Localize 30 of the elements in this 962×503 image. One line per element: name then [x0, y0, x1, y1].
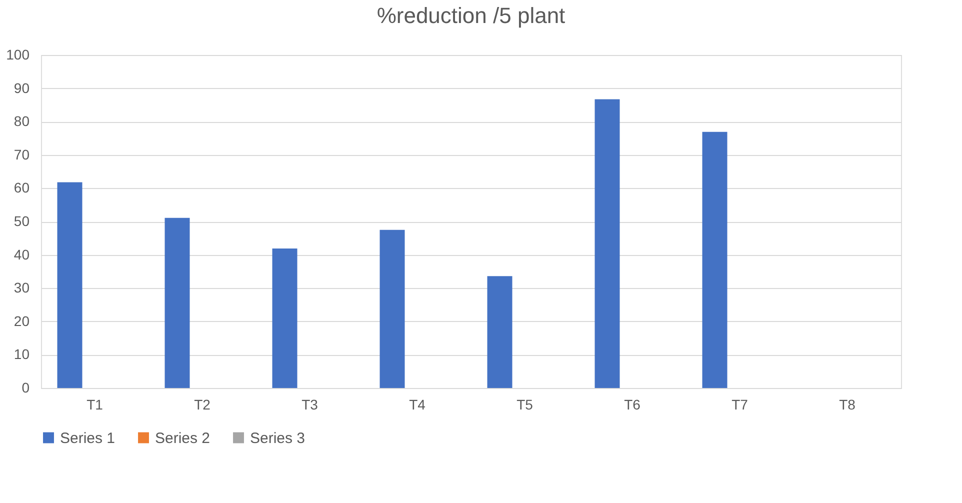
bar — [594, 99, 620, 388]
y-tick-label: 90 — [14, 80, 30, 96]
bar — [487, 276, 512, 388]
y-tick-label: 10 — [14, 346, 30, 362]
y-tick-label: 80 — [14, 113, 30, 130]
y-tick-label: 40 — [14, 246, 30, 262]
bar — [164, 218, 190, 388]
y-tick-label: 20 — [14, 312, 30, 329]
legend-label: Series 2 — [155, 430, 210, 447]
x-tick-label: T3 — [302, 396, 318, 412]
bar — [272, 248, 298, 388]
chart-title: %reduction /5 plant — [376, 3, 566, 28]
legend-label: Series 3 — [250, 430, 306, 447]
x-tick-label: T1 — [86, 396, 104, 412]
x-tick-label: T8 — [839, 396, 856, 412]
y-tick-label: 60 — [14, 180, 30, 196]
x-tick-label: T2 — [194, 396, 211, 412]
x-tick-label: T4 — [409, 396, 426, 412]
y-tick-label: 70 — [14, 146, 30, 162]
y-tick-label: 50 — [14, 213, 30, 229]
y-tick-label: 100 — [6, 46, 30, 62]
x-tick-label: T6 — [624, 396, 641, 412]
bar — [702, 132, 728, 388]
y-tick-label: 0 — [22, 380, 30, 396]
legend-label: Series 1 — [60, 430, 116, 447]
bar — [57, 182, 82, 388]
bar — [380, 230, 405, 388]
x-tick-label: T5 — [516, 396, 534, 412]
x-tick-label: T7 — [732, 396, 748, 412]
y-tick-label: 30 — [14, 280, 30, 296]
